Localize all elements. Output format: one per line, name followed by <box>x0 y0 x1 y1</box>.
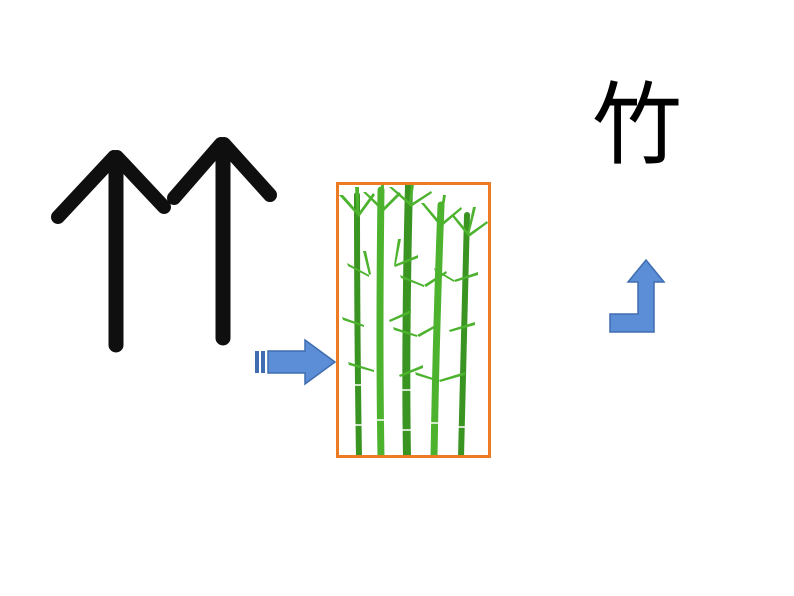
arrow-right-icon <box>255 338 337 391</box>
modern-character-zhu: 竹 <box>592 82 682 172</box>
bamboo-illustration <box>336 182 491 458</box>
pictograph-bamboo-ancient <box>40 95 285 360</box>
arrow-up-bent-icon <box>608 258 668 339</box>
